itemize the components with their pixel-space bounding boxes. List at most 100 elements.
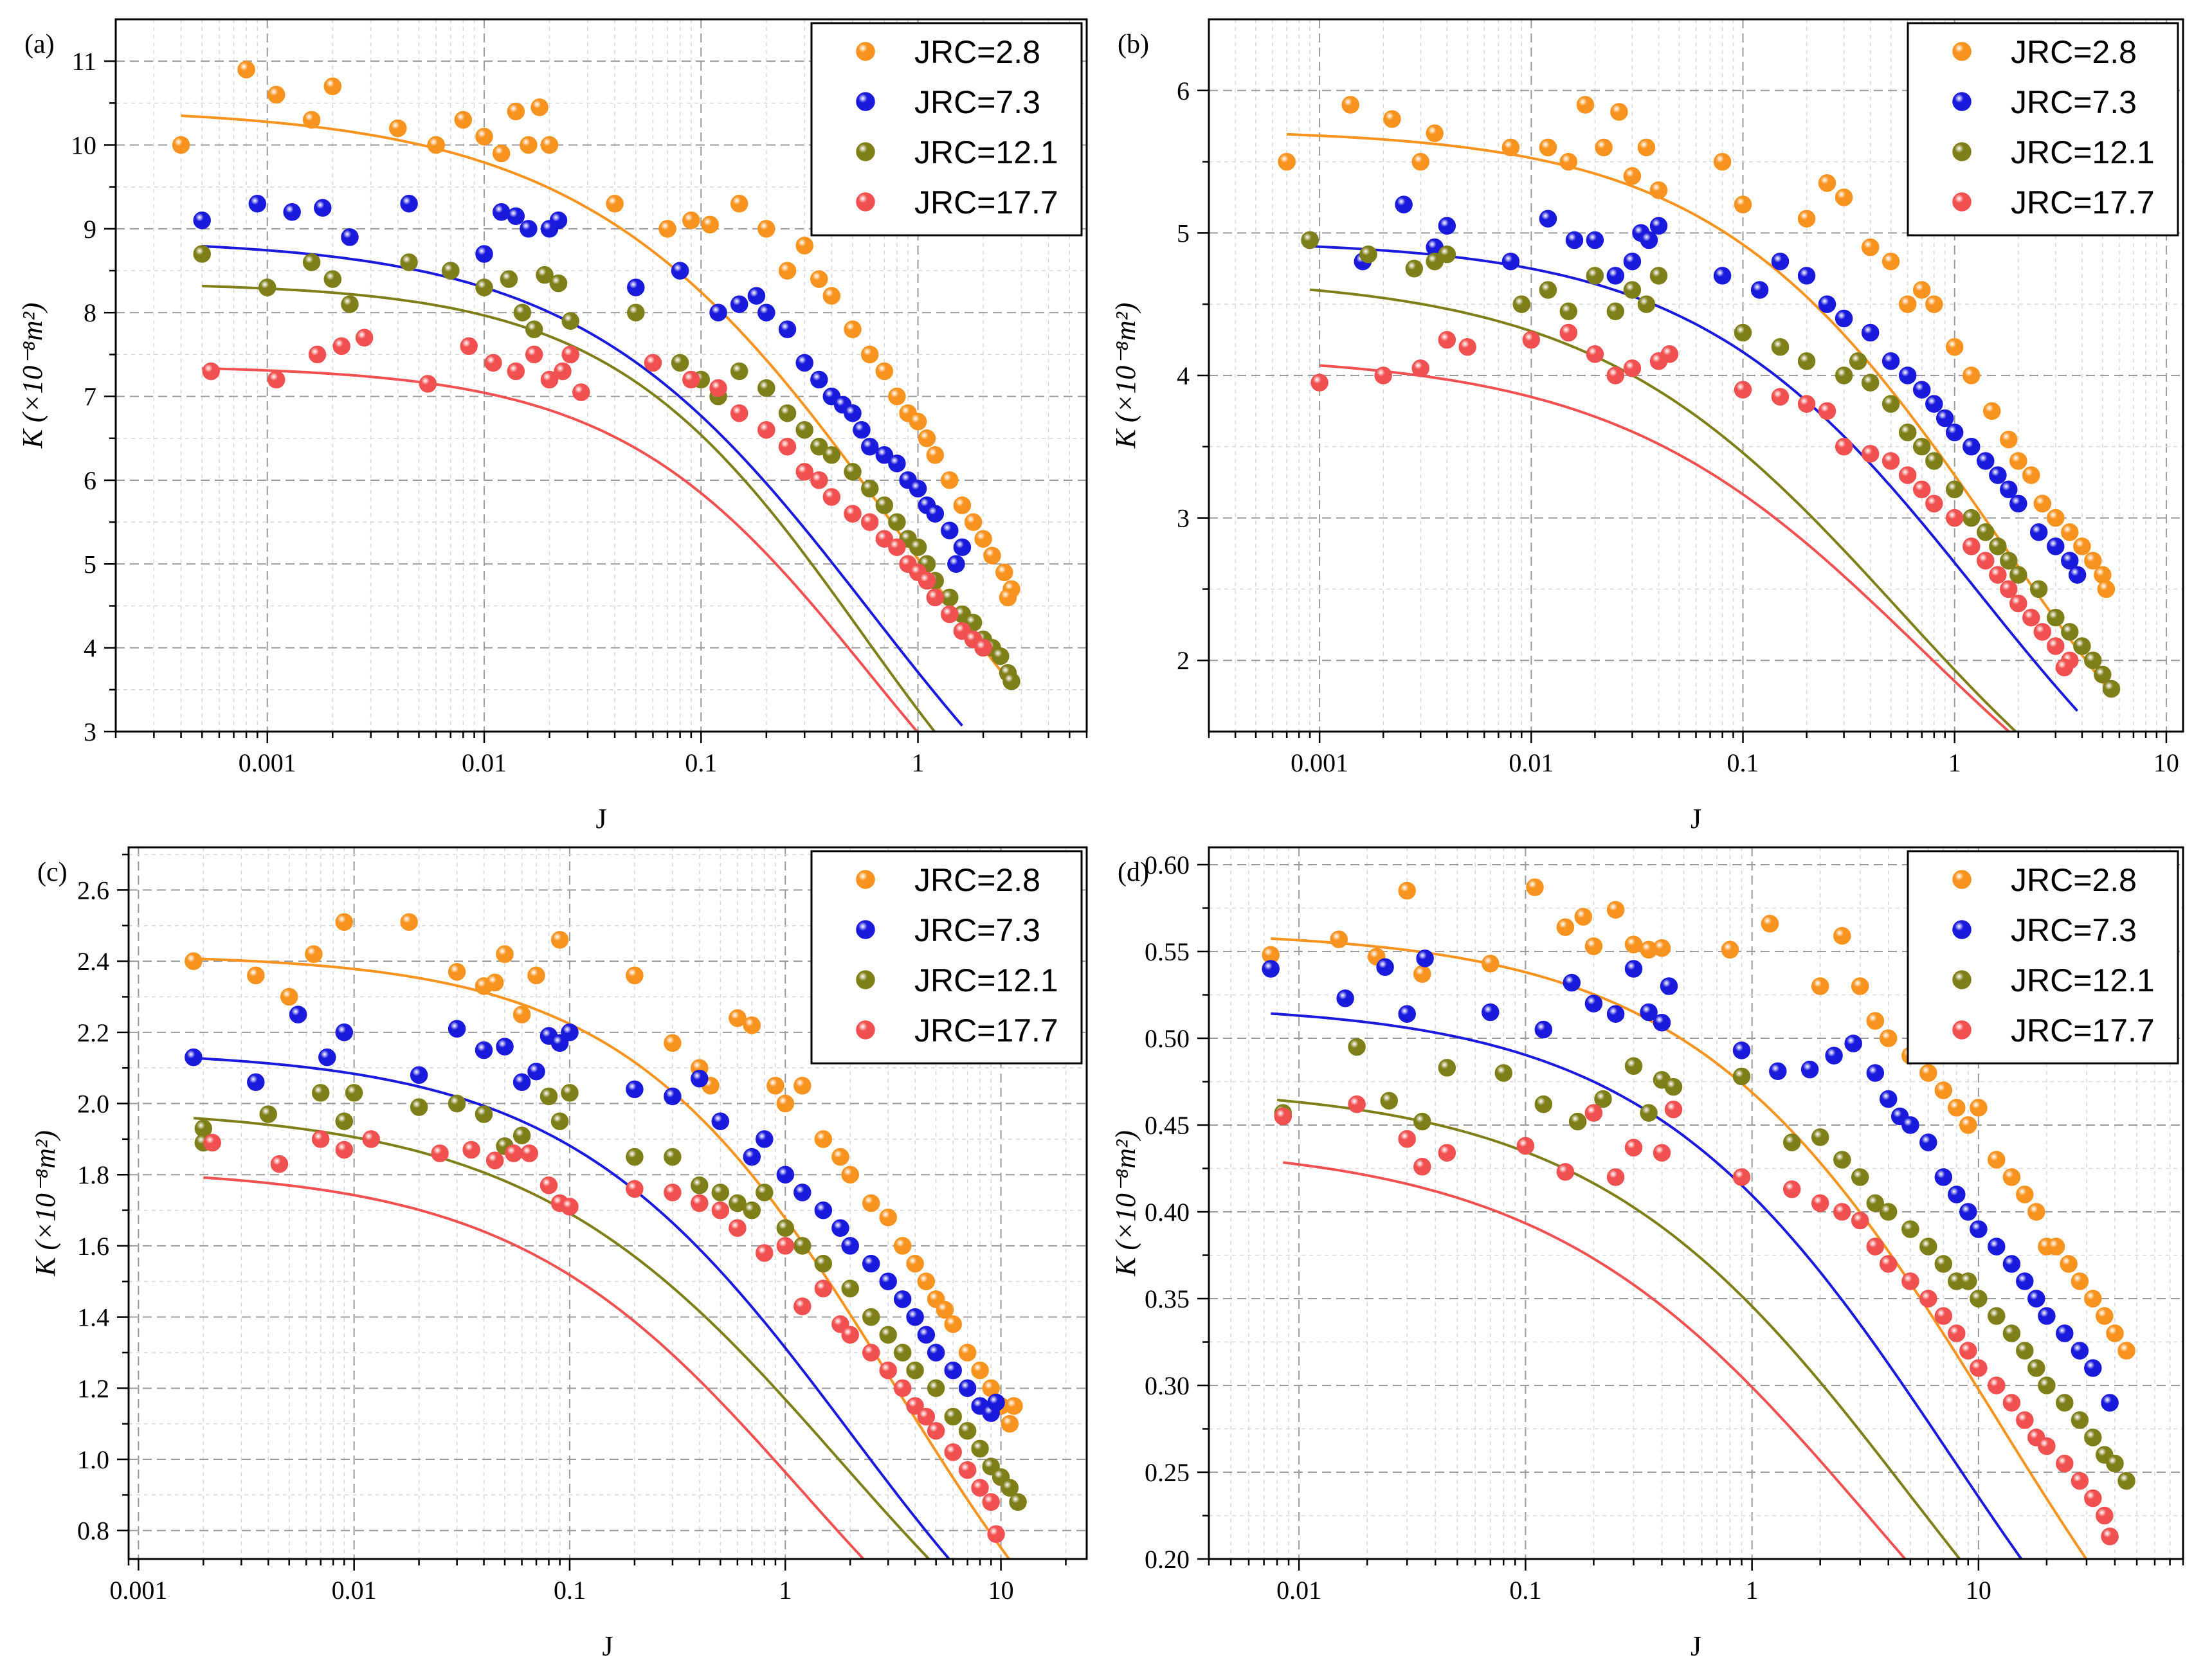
data-point	[1359, 245, 1377, 264]
data-point	[1970, 1290, 1988, 1308]
data-point	[756, 1184, 774, 1202]
data-point	[1395, 195, 1413, 213]
data-point	[2038, 1376, 2056, 1394]
data-point	[875, 496, 894, 514]
data-point	[862, 1344, 880, 1362]
data-point	[1919, 1064, 1937, 1082]
data-point	[1568, 1112, 1587, 1131]
x-tick-label: 0.001	[239, 748, 296, 777]
data-point	[345, 1084, 363, 1102]
data-point	[561, 1084, 579, 1102]
data-point	[1623, 252, 1642, 271]
data-point	[540, 136, 559, 154]
data-point	[1989, 537, 2007, 555]
data-point	[2000, 580, 2018, 599]
fit-curve	[202, 285, 936, 732]
plot-area	[1262, 878, 2135, 1559]
data-point	[267, 86, 286, 104]
data-point	[520, 1144, 538, 1162]
x-tick-label: 0.001	[1291, 748, 1348, 777]
data-point	[1851, 1211, 1869, 1230]
data-point	[475, 245, 493, 263]
data-point	[410, 1066, 428, 1084]
data-point	[1898, 466, 1917, 484]
data-point	[308, 345, 327, 364]
data-point	[2047, 537, 2065, 555]
data-point	[1278, 152, 1296, 171]
data-point	[1623, 281, 1642, 299]
data-point	[893, 1290, 912, 1308]
data-point	[729, 1219, 747, 1237]
data-point	[743, 1201, 761, 1220]
data-point	[757, 379, 775, 397]
data-point	[2117, 1472, 2135, 1490]
data-point	[1606, 267, 1625, 285]
data-point	[1851, 1168, 1869, 1186]
data-point	[778, 438, 797, 456]
data-point	[776, 1219, 795, 1237]
data-point	[1411, 152, 1429, 171]
data-point	[1606, 1005, 1625, 1023]
fit-curve	[203, 1176, 866, 1559]
y-tick-label: 1.8	[77, 1160, 109, 1189]
data-point	[561, 312, 579, 330]
data-point	[844, 320, 862, 339]
data-point	[2009, 452, 2027, 470]
data-point	[462, 1140, 480, 1159]
data-point	[730, 404, 748, 422]
x-tick-label: 10	[1966, 1576, 1991, 1605]
data-point	[1398, 1005, 1416, 1023]
data-point	[202, 362, 220, 381]
data-point	[664, 1034, 682, 1052]
data-point	[1426, 124, 1444, 143]
legend-label: JRC=7.3	[2011, 912, 2137, 948]
data-point	[701, 215, 719, 234]
data-point	[822, 488, 841, 506]
data-point	[2002, 1394, 2021, 1412]
data-point	[431, 1144, 449, 1162]
data-point	[1912, 381, 1931, 399]
data-point	[485, 973, 504, 992]
data-point	[1959, 1342, 1977, 1360]
data-point	[795, 420, 813, 439]
fit-curve	[202, 367, 919, 732]
data-point	[2047, 637, 2065, 655]
data-point	[237, 60, 255, 78]
data-point	[302, 253, 321, 271]
data-point	[1413, 1112, 1431, 1131]
data-point	[841, 1326, 859, 1344]
data-point	[1818, 402, 1836, 420]
data-point	[1526, 878, 1544, 896]
data-point	[1898, 366, 1917, 384]
data-point	[810, 370, 828, 389]
fit-curve	[1283, 1161, 1907, 1559]
data-point	[691, 1176, 709, 1194]
data-point	[2002, 1168, 2021, 1186]
x-axis-title: J	[1691, 1630, 1701, 1662]
data-point	[1835, 366, 1853, 384]
data-point	[527, 1062, 545, 1081]
data-point	[1458, 338, 1476, 356]
fit-curve	[1271, 1012, 2023, 1559]
data-point	[1732, 1067, 1751, 1086]
data-point	[1811, 1194, 1829, 1212]
y-tick-label: 2.4	[77, 947, 109, 976]
data-point	[1750, 281, 1769, 299]
data-point	[475, 1105, 493, 1123]
data-point	[1539, 281, 1557, 299]
data-point	[549, 212, 568, 230]
data-point	[822, 446, 841, 464]
data-point	[909, 480, 927, 498]
data-point	[1919, 1238, 1937, 1256]
data-point	[1898, 423, 1917, 442]
data-point	[475, 127, 493, 146]
legend: JRC=2.8 JRC=7.3 JRC=12.1 JRC=17.7	[810, 22, 1083, 237]
data-point	[1262, 960, 1280, 978]
data-point	[2022, 466, 2040, 484]
data-point	[941, 521, 959, 539]
data-point	[1416, 950, 1434, 968]
data-point	[879, 1208, 897, 1227]
data-point	[341, 228, 359, 246]
data-point	[1818, 174, 1836, 192]
